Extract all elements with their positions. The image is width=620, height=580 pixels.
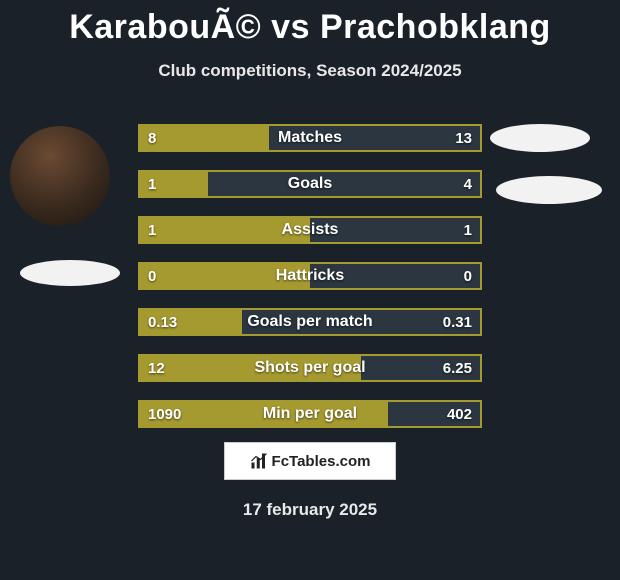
- page-title: KarabouÃ© vs Prachobklang: [0, 0, 620, 47]
- stat-row: 1Assists1: [138, 216, 482, 244]
- stat-row-left-fill: [140, 126, 269, 150]
- stat-right-value: 1: [464, 218, 472, 242]
- stat-row: 1Goals4: [138, 170, 482, 198]
- player-right-avatar-placeholder: [490, 124, 590, 152]
- stat-row: 8Matches13: [138, 124, 482, 152]
- stat-row: 0Hattricks0: [138, 262, 482, 290]
- branding-text: FcTables.com: [272, 453, 371, 470]
- stat-left-value: 1: [148, 172, 156, 196]
- date-text: 17 february 2025: [0, 500, 620, 520]
- stat-row: 1090Min per goal402: [138, 400, 482, 428]
- stat-row-left-fill: [140, 356, 361, 380]
- branding-box: FcTables.com: [224, 442, 396, 480]
- player-right-flag-placeholder: [496, 176, 602, 204]
- stat-row: 12Shots per goal6.25: [138, 354, 482, 382]
- stat-left-value: 0: [148, 264, 156, 288]
- stat-left-value: 12: [148, 356, 165, 380]
- stat-row-left-fill: [140, 264, 310, 288]
- player-left-avatar: [10, 126, 110, 226]
- stat-left-value: 1: [148, 218, 156, 242]
- stat-left-value: 1090: [148, 402, 181, 426]
- stat-left-value: 0.13: [148, 310, 177, 334]
- stat-row-left-fill: [140, 218, 310, 242]
- stat-right-value: 13: [455, 126, 472, 150]
- player-left-flag-placeholder: [20, 260, 120, 286]
- stat-right-value: 0.31: [443, 310, 472, 334]
- stat-bars-container: 8Matches13 1Goals4 1Assists1 0Hattricks0 0.1…: [138, 124, 482, 446]
- stat-row: 0.13Goals per match0.31: [138, 308, 482, 336]
- stat-left-value: 8: [148, 126, 156, 150]
- branding-chart-icon: [250, 452, 268, 470]
- stat-right-value: 4: [464, 172, 472, 196]
- page-subtitle: Club competitions, Season 2024/2025: [0, 61, 620, 81]
- stat-right-value: 6.25: [443, 356, 472, 380]
- stat-right-value: 0: [464, 264, 472, 288]
- stat-right-value: 402: [447, 402, 472, 426]
